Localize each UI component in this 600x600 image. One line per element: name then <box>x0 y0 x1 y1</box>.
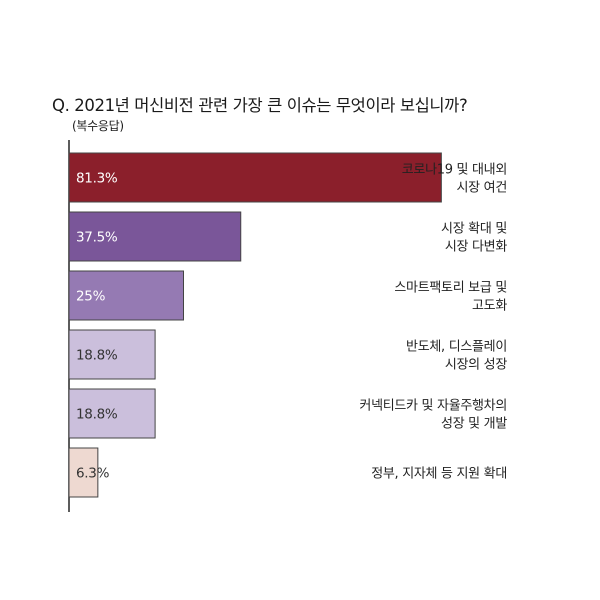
bar <box>68 152 442 203</box>
bar-value-label: 18.8% <box>76 348 118 364</box>
category-label: 시장의 성장 <box>445 358 507 373</box>
bar <box>68 211 242 262</box>
bar-value-label: 18.8% <box>76 407 118 423</box>
category-label: 시장 확대 및 <box>441 222 507 237</box>
category-label: 시장 다변화 <box>445 240 507 255</box>
bar-value-label: 81.3% <box>76 171 118 187</box>
bar <box>68 447 99 498</box>
bar-value-label: 25% <box>76 289 106 305</box>
bar-value-label: 6.3% <box>76 466 110 482</box>
category-label: 정부, 지자체 등 지원 확대 <box>371 467 507 482</box>
category-label: 반도체, 디스플레이 <box>406 340 507 355</box>
category-label: 커넥티드카 및 자율주행차의 <box>359 398 507 414</box>
bar <box>68 329 156 380</box>
bar <box>68 388 156 439</box>
bar-row: 37.5% 시장 확대 및시장 다변화 <box>68 211 508 262</box>
bar <box>68 270 184 321</box>
bar-row: 6.3% 정부, 지자체 등 지원 확대 <box>68 447 507 498</box>
category-label: 시장 여건 <box>457 181 507 196</box>
chart-title: Q. 2021년 머신비전 관련 가장 큰 이슈는 무엇이라 보십니까? <box>52 96 468 115</box>
bar-value-label: 37.5% <box>76 230 118 246</box>
category-label: 코로나19 및 대내외 <box>402 163 507 178</box>
category-label: 성장 및 개발 <box>441 417 507 432</box>
category-label: 스마트팩토리 보급 및 <box>394 281 507 296</box>
chart-subtitle: (복수응답) <box>72 119 124 133</box>
category-label: 고도화 <box>472 299 507 314</box>
